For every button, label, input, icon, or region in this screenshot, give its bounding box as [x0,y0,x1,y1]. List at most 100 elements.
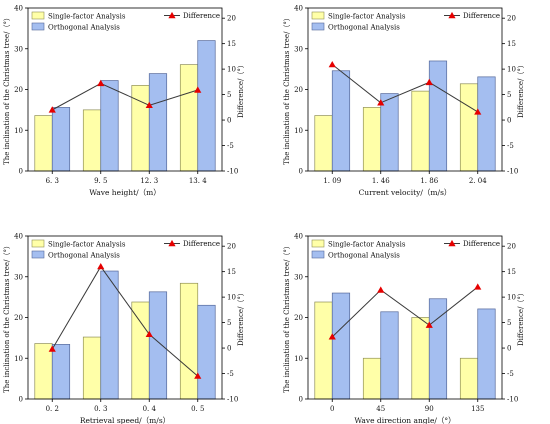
single-factor-bar [362,357,382,400]
y2-tick-label: 5 [227,91,231,99]
y2-tick-label: 15 [507,268,516,276]
y2-axis-title: Difference/（°） [237,61,245,118]
difference-marker [377,286,385,293]
orthogonal-bar [51,344,71,400]
x-tick-label: 12. 3 [140,177,158,185]
legend: Single-factor Analysis Orthogonal Analysi… [311,11,500,32]
y2-tick-label: 15 [227,40,236,48]
orthogonal-bar [100,80,119,172]
y2-tick-label: 5 [507,319,511,327]
legend: Single-factor Analysis Orthogonal Analysi… [311,239,500,260]
y2-tick-label: 20 [227,15,236,23]
difference-line [331,286,479,338]
orthogonal-bar [197,40,216,172]
y-tick-label: 0 [19,396,23,404]
x-tick-label: 0. 5 [191,405,204,413]
y2-tick-label: -10 [507,396,518,404]
y-axis-title: The inclination of the Christmas tree/（°… [283,242,291,393]
legend-label-difference: Difference [183,12,220,20]
x-tick-label: 135 [471,405,484,413]
legend-swatch-orthogonal [31,250,45,259]
difference-marker [474,108,482,115]
single-factor-bar [82,109,102,172]
y-tick-label: 10 [14,127,23,135]
y2-tick-label: -10 [507,168,518,176]
y2-tick-label: -5 [227,370,234,378]
single-factor-bar [34,115,53,172]
x-tick-label: 0. 3 [94,405,107,413]
difference-marker [97,262,105,270]
single-factor-bar [82,336,102,400]
single-factor-bar [34,343,53,400]
chart-panel-2: 0 10 20 30 40 -10 -5 0 5 10 15 20 1. 09 1. 46 1. 86 2. … [283,5,525,198]
y2-tick-label: 20 [227,243,236,251]
y-tick-label: 10 [294,127,303,135]
y-tick-label: 10 [14,355,23,363]
difference-marker [328,60,336,68]
legend-label-single: Single-factor Analysis [328,241,406,249]
legend: Single-factor Analysis Orthogonal Analysi… [31,239,220,260]
legend-marker-difference [448,11,456,19]
y-tick-label: 30 [14,273,23,281]
y-tick-label: 20 [294,86,303,94]
chart-panel-4: 0 10 20 30 40 -10 -5 0 5 10 15 20 0 45 90 135 Wave direc… [283,233,525,424]
difference-marker [145,330,153,338]
y-tick-label: 30 [294,273,303,281]
legend-label-orthogonal: Orthogonal Analysis [328,252,400,260]
x-tick-label: 0 [330,405,334,413]
legend-swatch-orthogonal [31,22,45,31]
single-factor-bar [131,301,150,400]
y-tick-label: 0 [299,168,303,176]
legend-label-orthogonal: Orthogonal Analysis [328,24,400,32]
legend-label-difference: Difference [183,240,220,248]
x-tick-label: 0. 2 [46,405,59,413]
difference-marker [328,333,336,340]
y-tick-label: 30 [14,45,23,53]
y2-axis-title: Difference/（°） [237,289,245,346]
x-tick-label: 1. 09 [323,177,341,185]
difference-line [331,64,479,113]
single-factor-bar [179,282,199,400]
y2-tick-label: 15 [507,40,516,48]
y-tick-label: 40 [14,233,23,241]
orthogonal-bar [477,308,496,400]
y-tick-label: 0 [299,396,303,404]
x-tick-label: 0. 4 [143,405,157,413]
y2-tick-label: 10 [227,294,236,302]
legend-label-difference: Difference [463,12,500,20]
y2-tick-label: -10 [227,168,238,176]
y-tick-label: 40 [14,5,23,13]
orthogonal-bar [477,76,496,172]
single-factor-bar [179,64,199,172]
legend-label-orthogonal: Orthogonal Analysis [48,24,120,32]
y2-tick-label: 0 [227,117,231,125]
x-tick-label: 45 [376,405,385,413]
orthogonal-bar [380,311,399,400]
y2-tick-label: -5 [227,142,234,150]
difference-marker [48,106,56,113]
legend-marker-difference [448,239,456,247]
y2-tick-label: -10 [227,396,238,404]
legend-label-orthogonal: Orthogonal Analysis [48,252,120,260]
y-axis-title: The inclination of the Christmas tree/（°… [283,14,291,165]
orthogonal-bar [197,304,216,400]
x-axis-title: Wave direction angle/（°） [354,416,455,424]
y2-tick-label: 20 [507,15,516,23]
y-tick-label: 10 [294,355,303,363]
difference-marker [194,372,202,379]
y2-tick-label: 0 [227,345,231,353]
orthogonal-bar [148,291,168,400]
legend-marker-difference [168,239,176,247]
orthogonal-bar [428,60,448,172]
legend-label-difference: Difference [463,240,500,248]
orthogonal-bar [331,70,351,172]
orthogonal-bar [331,292,351,400]
difference-marker [425,321,433,328]
difference-marker [145,101,153,108]
y2-tick-label: 10 [507,294,516,302]
y2-tick-label: 15 [227,268,236,276]
legend-swatch-single [31,239,45,248]
orthogonal-bar [148,73,168,172]
x-axis-title: Retrieval speed/（m/s） [80,416,170,424]
